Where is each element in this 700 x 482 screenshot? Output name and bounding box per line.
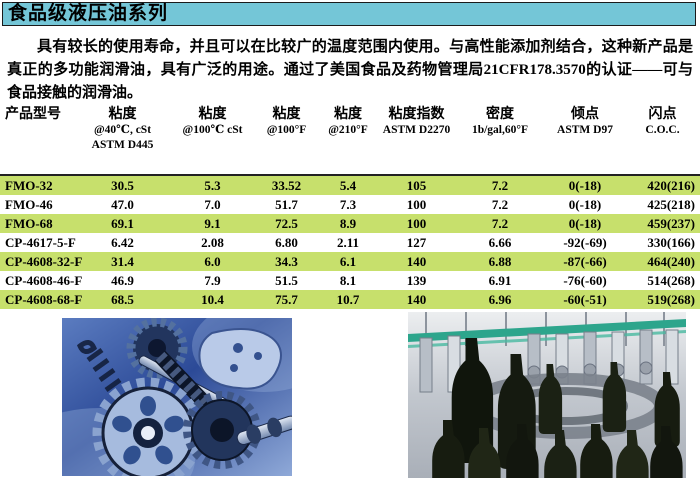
- value-cell: 6.42: [111, 234, 134, 250]
- table-row: CP-4608-46-F 46.9 7.9 51.5 8.1 139 6.91 -76(-60…: [0, 271, 700, 290]
- table-header: 产品型号 粘度 @40℃, cSt ASTM D445 粘度 @100℃ cSt…: [0, 106, 700, 175]
- value-cell: 100: [406, 215, 427, 231]
- value-cell: 75.7: [275, 291, 298, 307]
- product-model-cell: CP-4617-5-F: [5, 234, 76, 250]
- value-cell: 330(166): [647, 234, 695, 250]
- value-cell: 140: [406, 291, 427, 307]
- column-header-pour-point: 倾点 ASTM D97: [557, 107, 613, 136]
- value-cell: 514(268): [647, 272, 695, 288]
- value-cell: 6.66: [488, 234, 512, 250]
- value-cell: 7.9: [204, 272, 221, 288]
- table-row: CP-4608-68-F 68.5 10.4 75.7 10.7 140 6.96 -60(-…: [0, 290, 700, 309]
- product-table: 产品型号 粘度 @40℃, cSt ASTM D445 粘度 @100℃ cSt…: [0, 106, 700, 309]
- value-cell: 140: [406, 253, 427, 269]
- value-cell: 2.08: [201, 234, 224, 250]
- value-cell: 100: [406, 196, 427, 212]
- product-model-cell: FMO-46: [5, 196, 53, 212]
- value-cell: -87(-66): [563, 253, 607, 269]
- column-header-visc210f: 粘度 @210°F: [328, 107, 368, 136]
- value-cell: 51.5: [275, 272, 298, 288]
- page-title: 食品级液压油系列: [2, 2, 696, 26]
- value-cell: 72.5: [275, 215, 298, 231]
- value-cell: 10.4: [201, 291, 224, 307]
- product-model-cell: FMO-32: [5, 177, 53, 193]
- value-cell: 459(237): [647, 215, 695, 231]
- product-model-cell: CP-4608-32-F: [5, 253, 83, 269]
- product-model-cell: FMO-68: [5, 215, 53, 231]
- value-cell: 127: [406, 234, 427, 250]
- value-cell: 69.1: [111, 215, 134, 231]
- value-cell: 8.1: [339, 272, 357, 288]
- value-cell: 0(-18): [568, 196, 602, 212]
- intro-paragraph: 具有较长的使用寿命，并且可以在比较广的温度范围内使用。与高性能添加剂结合，这种新…: [7, 39, 693, 101]
- value-cell: 7.0: [204, 196, 221, 212]
- column-header-density: 密度 1b/gal,60°F: [471, 107, 529, 136]
- value-cell: 0(-18): [568, 215, 602, 231]
- value-cell: 7.2: [491, 177, 509, 193]
- value-cell: 105: [406, 177, 427, 193]
- column-header-viscosity-index: 粘度指数 ASTM D2270: [382, 107, 451, 136]
- value-cell: -92(-69): [563, 234, 607, 250]
- value-cell: 5.3: [204, 177, 221, 193]
- value-cell: 6.1: [339, 253, 357, 269]
- value-cell: 519(268): [647, 291, 695, 307]
- value-cell: 6.96: [488, 291, 512, 307]
- value-cell: 7.2: [491, 196, 509, 212]
- value-cell: 8.9: [339, 215, 357, 231]
- column-header-flash-point: 闪点 C.O.C.: [645, 107, 680, 136]
- value-cell: 7.3: [339, 196, 357, 212]
- value-cell: 51.7: [275, 196, 298, 212]
- table-row: FMO-32 30.5 5.3 33.52 5.4 105 7.2 0(-18) 420(216…: [0, 175, 700, 195]
- value-cell: -60(-51): [563, 291, 607, 307]
- value-cell: 6.88: [488, 253, 512, 269]
- value-cell: 464(240): [647, 253, 695, 269]
- column-header-visc40: 粘度 @40℃, cSt ASTM D445: [91, 107, 154, 151]
- value-cell: 7.2: [491, 215, 509, 231]
- product-model-cell: CP-4608-68-F: [5, 291, 83, 307]
- value-cell: 33.52: [271, 177, 302, 193]
- value-cell: 420(216): [647, 177, 695, 193]
- column-header-visc100f: 粘度 @100°F: [266, 107, 307, 136]
- value-cell: 30.5: [111, 177, 134, 193]
- bottling-line-image: [408, 312, 686, 478]
- value-cell: 139: [406, 272, 427, 288]
- value-cell: 34.3: [275, 253, 298, 269]
- value-cell: -76(-60): [563, 272, 607, 288]
- machine-parts-image: [62, 318, 292, 476]
- table-body: FMO-32 30.5 5.3 33.52 5.4 105 7.2 0(-18) 420(216…: [0, 175, 700, 309]
- product-model-cell: CP-4608-46-F: [5, 272, 83, 288]
- table-row: CP-4608-32-F 31.4 6.0 34.3 6.1 140 6.88 -87(-66…: [0, 252, 700, 271]
- column-header-visc100c: 粘度 @100℃ cSt: [182, 107, 243, 136]
- value-cell: 2.11: [336, 234, 360, 250]
- value-cell: 46.9: [111, 272, 134, 288]
- value-cell: 0(-18): [568, 177, 602, 193]
- value-cell: 6.91: [488, 272, 512, 288]
- table-row: FMO-46 47.0 7.0 51.7 7.3 100 7.2 0(-18) 425(218): [0, 195, 700, 214]
- column-header-model: 产品型号: [5, 107, 61, 122]
- value-cell: 6.80: [275, 234, 298, 250]
- value-cell: 68.5: [111, 291, 134, 307]
- value-cell: 9.1: [204, 215, 221, 231]
- value-cell: 5.4: [339, 177, 357, 193]
- value-cell: 31.4: [111, 253, 134, 269]
- value-cell: 6.0: [204, 253, 221, 269]
- value-cell: 10.7: [336, 291, 360, 307]
- value-cell: 47.0: [111, 196, 134, 212]
- table-row: CP-4617-5-F 6.42 2.08 6.80 2.11 127 6.66 -92(-6…: [0, 233, 700, 252]
- value-cell: 425(218): [647, 196, 695, 212]
- table-row: FMO-68 69.1 9.1 72.5 8.9 100 7.2 0(-18) 459(237): [0, 214, 700, 233]
